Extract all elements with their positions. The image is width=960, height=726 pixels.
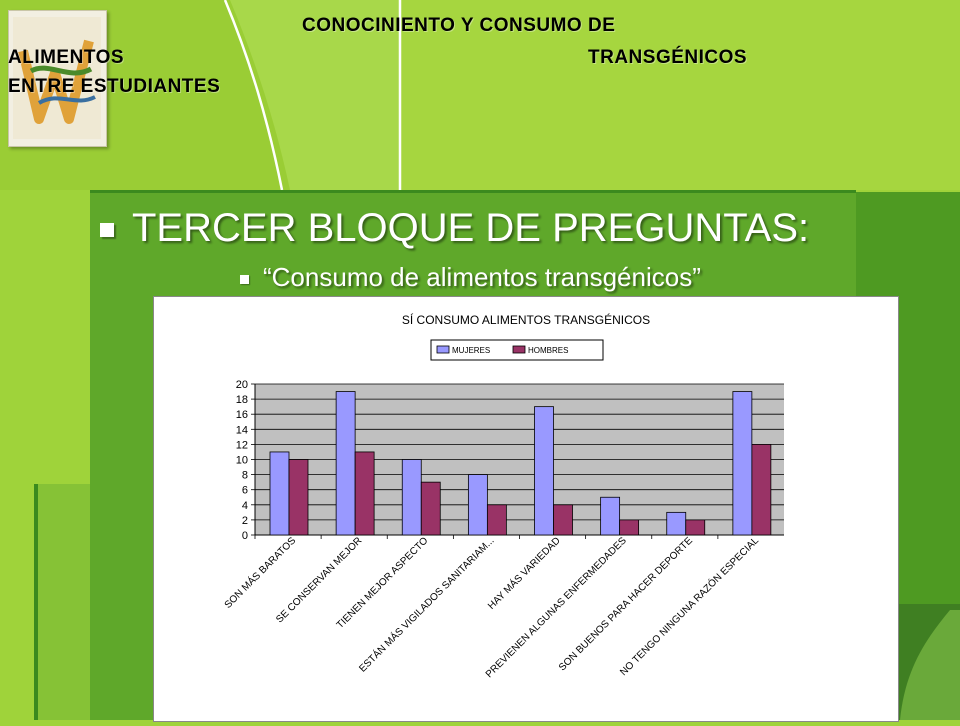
section-subheading: “Consumo de alimentos transgénicos” [240,262,701,293]
chart-title: SÍ CONSUMO ALIMENTOS TRANSGÉNICOS [402,312,650,327]
legend-swatch-0 [436,345,450,354]
title-line-2-end: TRANSGÉNICOS [588,47,748,68]
bar-mujeres [467,474,488,536]
bar-hombres [486,504,507,536]
bar-mujeres [534,406,554,536]
y-tick-label: 20 [236,379,248,391]
y-tick-label: 2 [242,515,248,527]
y-tick-label: 8 [242,470,248,482]
x-tick-label: SON MÁS BARATOS [221,534,298,611]
section-heading-text: TERCER BLOQUE DE PREGUNTAS: [132,206,810,250]
y-tick-label: 16 [236,409,248,421]
y-tick-label: 4 [242,500,248,512]
y-tick-label: 12 [236,439,248,451]
bar-chart: SÍ CONSUMO ALIMENTOS TRANSGÉNICOS MUJERES… [221,312,784,680]
legend-label-0: MUJERES [452,346,490,355]
bar-hombres [751,443,772,536]
slide-title: CONOCINIENTO Y CONSUMO DE ALIMENTOS TRAN… [0,12,840,112]
section-heading: TERCER BLOQUE DE PREGUNTAS: [100,206,809,251]
bar-hombres [288,459,309,536]
x-tick-label: SON BUENOS PARA HACER DEPORTE [557,535,695,673]
bar-mujeres [666,511,687,536]
chart-panel: SÍ CONSUMO ALIMENTOS TRANSGÉNICOS MUJERES… [153,296,899,722]
x-tick-label: PREVIENEN ALGUNAS ENFERMEDADES [484,535,629,680]
bar-mujeres [732,391,753,536]
bar-hombres [553,504,573,536]
x-tick-label: HAY MÁS VARIEDAD [485,534,563,612]
y-tick-label: 0 [242,530,248,542]
y-tick-label: 6 [242,485,248,497]
title-line-2-start: ALIMENTOS [8,47,125,68]
y-tick-label: 10 [236,455,248,467]
y-tick-label: 14 [236,424,248,436]
logo-image [8,10,107,147]
bar-hombres [354,451,375,536]
section-subheading-text: “Consumo de alimentos transgénicos” [263,262,701,292]
legend-label-1: HOMBRES [528,346,568,355]
legend-swatch-1 [512,345,526,354]
bar-hombres [619,519,640,536]
bar-mujeres [401,459,422,536]
bar-hombres [685,519,706,536]
title-line-1: CONOCINIENTO Y CONSUMO DE [302,15,616,36]
x-tick-label: NO TENGO NINGUNA RAZÓN ESPECIAL [617,534,762,679]
bar-mujeres [335,391,356,536]
square-bullet-icon [240,274,249,284]
y-tick-label: 18 [236,394,248,406]
bar-mujeres [269,451,290,536]
bar-mujeres [600,496,621,536]
square-bullet-icon [100,223,114,238]
x-tick-label: ESTÁN MÁS VIGILADOS SANITARIAM... [356,534,497,675]
bar-hombres [420,481,441,536]
title-line-3: ENTRE ESTUDIANTES [8,76,221,97]
